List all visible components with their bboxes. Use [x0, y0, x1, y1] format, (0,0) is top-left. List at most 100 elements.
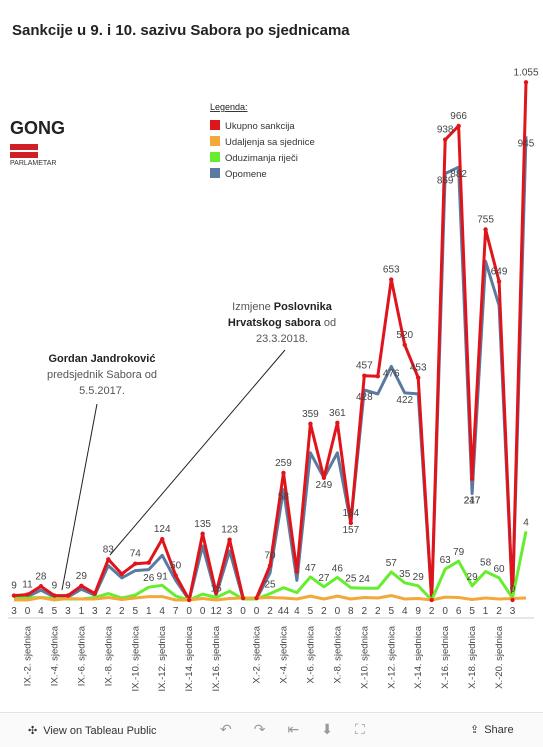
- point-label: 217: [464, 496, 481, 507]
- x-tick-label: X.-14. sjednica: [413, 625, 424, 689]
- point-label: 29: [467, 572, 479, 583]
- legend-swatch: [210, 152, 220, 162]
- point-ukupno: [254, 595, 259, 601]
- annotation-line: Hrvatskog sabora od: [228, 317, 336, 329]
- point-label: 453: [410, 363, 427, 374]
- point-label: 91: [157, 571, 169, 582]
- point-label: 57: [386, 558, 398, 569]
- point-ukupno: [38, 584, 44, 589]
- point-label: 0: [442, 606, 448, 617]
- point-label: 5: [388, 606, 394, 617]
- point-label: 35: [399, 569, 411, 580]
- x-tick-label: X.-20. sjednica: [494, 625, 505, 689]
- point-label: 520: [396, 330, 413, 341]
- point-label: 63: [440, 555, 452, 566]
- point-label: 2: [362, 606, 368, 617]
- point-label: 0: [200, 606, 206, 617]
- point-label: 1: [79, 606, 85, 617]
- view-on-tableau-link[interactable]: ✣ View on Tableau Public: [28, 724, 157, 738]
- point-ukupno: [469, 476, 475, 481]
- point-label: 882: [450, 169, 467, 180]
- annotation-line: predsjednik Sabora od: [47, 369, 157, 381]
- point-label: 5: [469, 606, 475, 617]
- fullscreen-icon[interactable]: ⛶: [354, 721, 365, 737]
- point-label: 3: [65, 606, 71, 617]
- point-label: 0: [335, 606, 341, 617]
- logo-text: GONG: [10, 118, 66, 138]
- point-label: 422: [396, 395, 413, 406]
- point-label: 9: [415, 606, 421, 617]
- toolbar-icons: ↶ ↷ ⇤ ⬇ ⛶: [220, 721, 365, 738]
- point-label: 58: [480, 558, 492, 569]
- point-ukupno: [11, 593, 17, 598]
- point-label: 8: [348, 606, 354, 617]
- point-ukupno: [267, 563, 273, 568]
- point-ukupno: [402, 342, 407, 348]
- point-label: 47: [305, 563, 317, 574]
- point-label: 2: [267, 606, 273, 617]
- point-label: 2: [106, 606, 112, 617]
- logo-subtext: PARLAMETAR: [10, 160, 57, 167]
- point-label: 2: [496, 606, 502, 617]
- point-label: 157: [342, 525, 359, 536]
- point-ukupno: [375, 374, 380, 379]
- point-label: 966: [450, 111, 467, 122]
- point-ukupno: [92, 591, 98, 596]
- point-label: 476: [383, 368, 400, 379]
- point-ukupno: [294, 569, 300, 574]
- gong-logo: GONG PARLAMETAR: [10, 118, 74, 172]
- point-label: 0: [240, 606, 246, 617]
- point-label: 1: [483, 606, 489, 617]
- share-button[interactable]: ⇪ Share: [470, 723, 514, 737]
- page-title: Sankcije u 9. i 10. sazivu Sabora po sje…: [12, 22, 350, 39]
- legend-title: Legenda:: [210, 102, 248, 112]
- point-ukupno: [106, 557, 111, 562]
- point-label: 0: [25, 606, 31, 617]
- point-label: 24: [359, 574, 371, 585]
- footer-toolbar: ✣ View on Tableau Public ↶ ↷ ⇤ ⬇ ⛶ ⇪ Sha…: [0, 712, 543, 747]
- point-ukupno: [213, 590, 219, 595]
- point-label: 259: [275, 458, 292, 469]
- x-tick-label: X.-12. sjednica: [386, 625, 397, 689]
- point-label: 4: [402, 606, 408, 617]
- point-label: 4: [294, 606, 300, 617]
- point-ukupno: [52, 593, 57, 598]
- point-ukupno: [335, 420, 340, 426]
- point-ukupno: [389, 277, 394, 282]
- point-label: 2: [375, 606, 381, 617]
- legend-label: Udaljenja sa sjednice: [225, 137, 315, 148]
- undo-icon[interactable]: ↶: [220, 721, 232, 737]
- redo-icon[interactable]: ↷: [253, 721, 266, 737]
- legend-label: Ukupno sankcija: [225, 121, 295, 132]
- x-tick-label: IX.-6. sjednica: [76, 625, 87, 686]
- point-label: 12: [211, 606, 223, 617]
- point-label: 74: [130, 549, 142, 560]
- x-tick-label: IX.-12. sjednica: [157, 625, 168, 691]
- x-tick-label: X.-16. sjednica: [440, 625, 451, 689]
- point-ukupno: [483, 227, 488, 232]
- revert-icon[interactable]: ⇤: [287, 721, 300, 737]
- point-label: 2: [429, 606, 435, 617]
- point-label: 755: [477, 214, 494, 225]
- annotation-pointer: [109, 349, 286, 556]
- point-label: 3: [11, 606, 17, 617]
- point-label: 5: [132, 606, 138, 617]
- point-label: 25: [264, 580, 276, 591]
- series-line-2: [13, 531, 528, 602]
- point-ukupno: [240, 595, 246, 601]
- point-label: 247: [464, 496, 481, 507]
- x-tick-label: X.-4. sjednica: [278, 625, 289, 683]
- point-ukupno: [160, 536, 165, 542]
- point-ukupno: [523, 80, 529, 85]
- share-label: Share: [484, 723, 514, 736]
- x-tick-label: X.-10. sjednica: [359, 625, 370, 689]
- point-label: 359: [302, 409, 319, 420]
- point-label: 361: [329, 408, 346, 419]
- annotation-line: 23.3.2018.: [256, 333, 308, 345]
- x-tick-label: X.-6. sjednica: [305, 625, 316, 683]
- point-label: 2: [321, 606, 327, 617]
- point-label: 135: [194, 519, 211, 530]
- point-label: 1: [146, 606, 152, 617]
- download-icon[interactable]: ⬇: [321, 721, 333, 737]
- point-ukupno: [321, 475, 327, 481]
